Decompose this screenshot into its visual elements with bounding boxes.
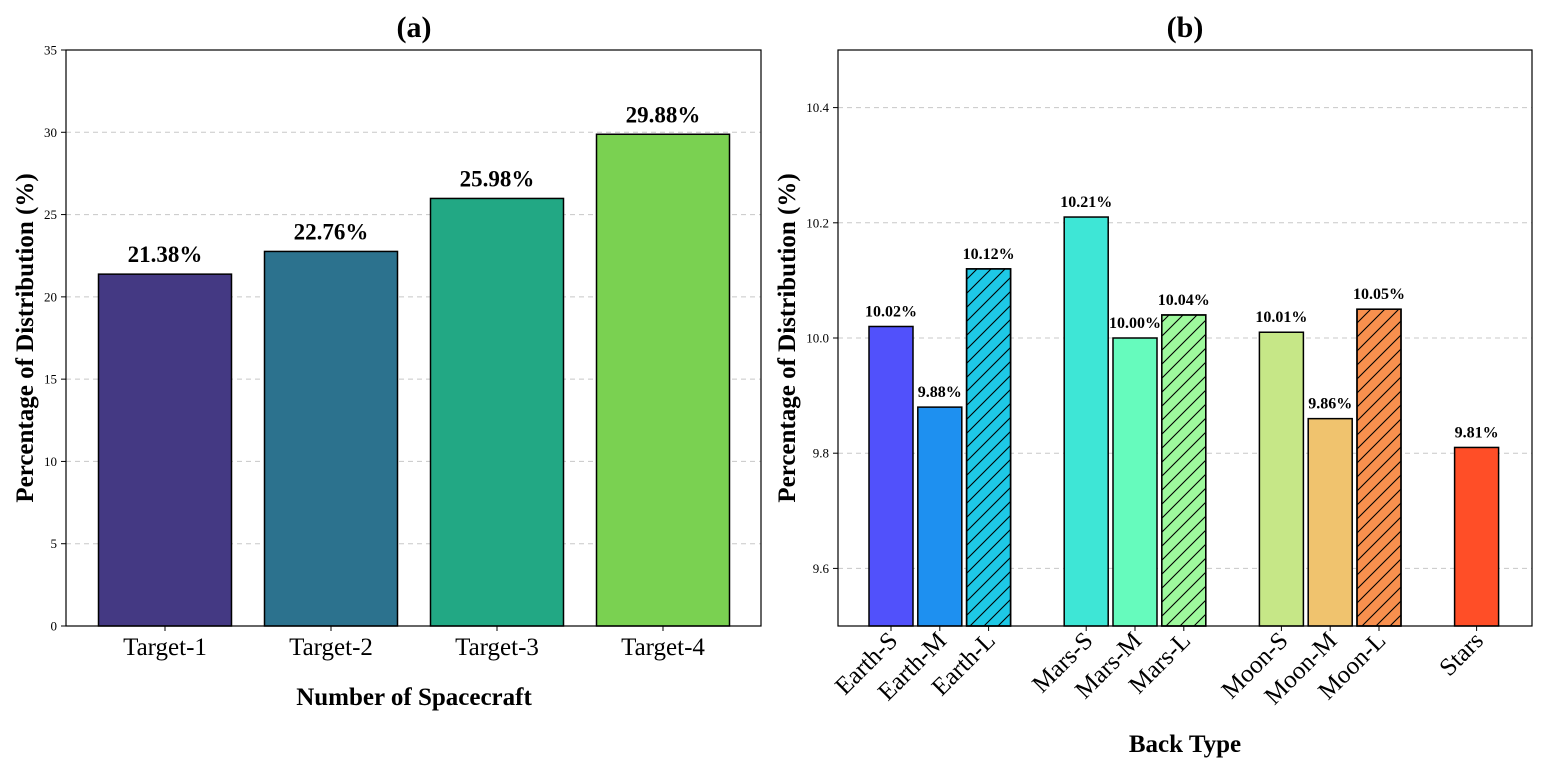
panel-a-y-axis-ticks: 0 5 10 15 20 25 30 35 (44, 43, 66, 634)
a-y-tick-label: 0 (51, 619, 58, 634)
panel-a-bars (97, 133, 731, 627)
panel-a-x-axis-ticks: Target-1 Target-2 Target-3 Target-4 (123, 626, 705, 661)
b-y-tick-label: 9.8 (813, 446, 829, 461)
panel-b-x-axis-label: Back Type (1129, 731, 1241, 758)
a-y-tick-label: 5 (51, 536, 58, 551)
a-y-tick-label: 30 (44, 125, 57, 140)
b-data-label: 10.01% (1255, 309, 1307, 326)
a-y-tick-label: 25 (44, 207, 57, 222)
b-bar-moon-s (1258, 331, 1305, 627)
panel-b-chart: (b) 10.02%9.88%10.12%10.21%10.00%10.04%1… (774, 11, 1533, 758)
panel-b-y-axis-ticks: 9.6 9.8 10.0 10.2 10.4 (806, 100, 838, 576)
b-data-label: 9.86% (1308, 396, 1352, 413)
panel-b-data-labels: 10.02% 9.88% 10.12% 10.21% 10.00% 10.04% 10.01… (865, 194, 1499, 441)
panel-a-plot-frame (65, 49, 762, 627)
a-data-label: 29.88% (626, 102, 701, 127)
b-data-label: 10.21% (1060, 194, 1112, 211)
b-y-tick-label: 9.6 (813, 561, 830, 576)
b-bar-hatch-earth-l (965, 268, 1012, 627)
b-data-label: 10.05% (1353, 286, 1405, 303)
b-data-label: 9.88% (918, 384, 962, 401)
a-x-tick-label: Target-3 (455, 634, 539, 661)
b-y-tick-label: 10.4 (806, 100, 829, 115)
panel-a-data-labels: 21.38% 22.76% 25.98% 29.88% (128, 102, 701, 267)
panel-b-y-axis-label: Percentage of Distribution (%) (774, 173, 801, 502)
a-y-tick-label: 35 (44, 43, 57, 58)
b-data-label: 10.02% (865, 303, 917, 320)
a-data-label: 25.98% (460, 166, 535, 191)
b-data-label: 10.04% (1158, 292, 1210, 309)
panel-a-x-axis-label: Number of Spacecraft (296, 684, 532, 711)
b-bar-mars-s (1063, 216, 1109, 627)
b-bar-stars (1453, 446, 1500, 627)
panel-a-y-axis-label: Percentage of Distribution (%) (12, 173, 39, 502)
b-bar-earth-m (917, 406, 963, 627)
a-x-tick-label: Target-2 (289, 634, 373, 661)
a-bar-target-4 (595, 133, 731, 627)
b-data-label: 10.12% (963, 246, 1015, 263)
b-bar-earth-s (868, 325, 914, 627)
a-y-tick-label: 20 (44, 289, 57, 304)
a-bar-target-3 (429, 197, 565, 627)
a-data-label: 22.76% (294, 219, 369, 244)
b-data-label: 10.00% (1109, 315, 1161, 332)
panel-b-bars (868, 216, 1500, 627)
a-data-label: 21.38% (128, 242, 203, 267)
a-x-tick-label: Target-4 (621, 634, 705, 661)
panel-a-title: (a) (397, 11, 432, 44)
b-data-label: 9.81% (1455, 424, 1499, 441)
b-x-tick-label: Stars (1434, 627, 1488, 681)
a-y-tick-label: 15 (44, 372, 57, 387)
b-y-tick-label: 10.0 (806, 331, 829, 346)
a-y-tick-label: 10 (44, 454, 57, 469)
a-bar-target-1 (97, 273, 233, 627)
b-bar-hatch-moon-l (1356, 308, 1402, 627)
panel-b-title: (b) (1167, 11, 1204, 44)
b-y-tick-label: 10.2 (806, 215, 829, 230)
b-bar-hatch-mars-l (1161, 314, 1207, 627)
b-bar-mars-m (1112, 337, 1158, 627)
a-bar-target-2 (263, 250, 399, 627)
panel-a-chart: (a) 21.38% 22.76% 25.98% 29.88% 0 5 10 15 20 25 3… (12, 11, 762, 711)
a-x-tick-label: Target-1 (123, 634, 207, 661)
b-bar-moon-m (1307, 417, 1353, 627)
